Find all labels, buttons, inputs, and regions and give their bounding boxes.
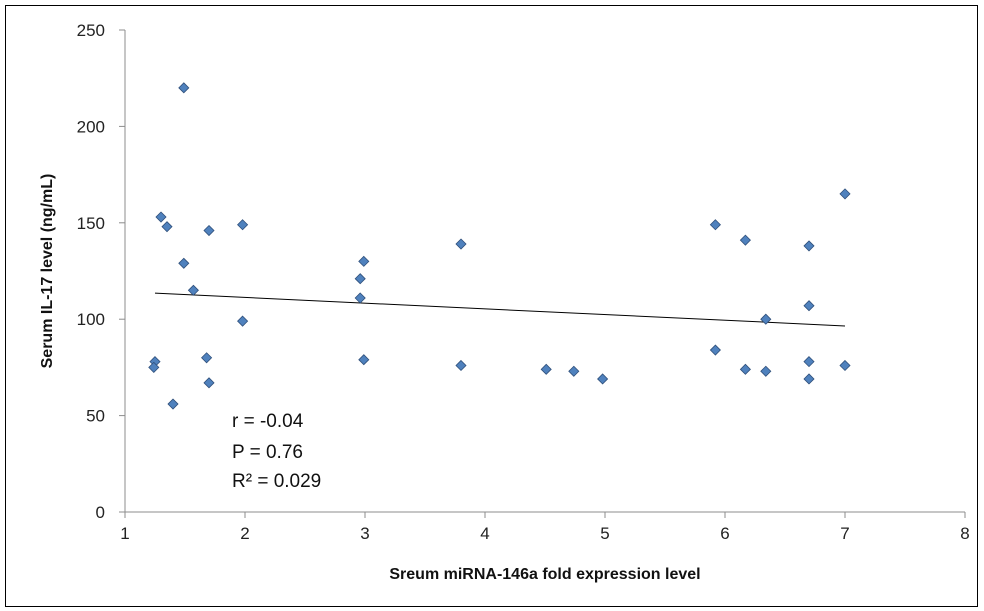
y-tick-label: 100 xyxy=(77,310,105,329)
data-point xyxy=(187,284,199,296)
data-point xyxy=(839,188,851,200)
data-points xyxy=(148,82,851,410)
x-ticks xyxy=(124,512,966,518)
data-point xyxy=(354,273,366,285)
data-point xyxy=(803,356,815,368)
data-point xyxy=(803,240,815,252)
data-point xyxy=(540,363,552,375)
annotation-r-squared: R² = 0.029 xyxy=(232,471,321,492)
data-point xyxy=(178,82,190,94)
trendline xyxy=(154,292,846,327)
x-tick-label: 8 xyxy=(960,524,969,543)
data-point xyxy=(178,257,190,269)
data-point xyxy=(148,361,160,373)
data-point xyxy=(568,365,580,377)
data-point xyxy=(709,219,721,231)
data-point xyxy=(358,354,370,366)
data-point xyxy=(597,373,609,385)
y-tick-label: 150 xyxy=(77,214,105,233)
data-point xyxy=(203,377,215,389)
data-point xyxy=(155,211,167,223)
x-tick-label: 1 xyxy=(120,524,129,543)
data-point xyxy=(201,352,213,364)
y-axis-title: Serum IL-17 level (ng/mL) xyxy=(39,174,56,369)
data-point xyxy=(161,221,173,233)
data-point xyxy=(358,255,370,267)
data-point xyxy=(203,224,215,237)
stats-annotations: r = -0.04 P = 0.76 R² = 0.029 xyxy=(232,411,321,492)
annotation-r: r = -0.04 xyxy=(232,411,304,432)
data-point xyxy=(237,219,249,231)
axes xyxy=(124,30,965,513)
y-tick-label: 250 xyxy=(77,21,105,40)
data-point xyxy=(455,238,467,250)
y-ticks xyxy=(119,29,125,513)
x-tick-label: 5 xyxy=(600,524,609,543)
x-tick-label: 4 xyxy=(480,524,489,543)
data-point xyxy=(803,300,815,312)
data-point xyxy=(167,398,179,410)
data-point xyxy=(237,315,249,327)
y-tick-label: 50 xyxy=(86,407,105,426)
data-point xyxy=(739,363,751,375)
annotation-p: P = 0.76 xyxy=(232,442,303,463)
data-point xyxy=(739,234,751,246)
x-tick-label: 3 xyxy=(360,524,369,543)
chart-frame xyxy=(5,5,978,607)
data-point xyxy=(803,373,815,385)
y-tick-label: 0 xyxy=(96,503,105,522)
x-tick-label: 6 xyxy=(720,524,729,543)
tick-labels: 1 2 3 4 5 6 7 8 0 50 100 150 200 250 xyxy=(77,21,970,543)
data-point xyxy=(760,365,772,377)
y-tick-label: 200 xyxy=(77,117,105,136)
x-tick-label: 7 xyxy=(840,524,849,543)
x-axis-title: Sreum miRNA-146a fold expression level xyxy=(389,566,700,583)
x-tick-label: 2 xyxy=(240,524,249,543)
trendline-group xyxy=(154,292,846,327)
data-point xyxy=(760,313,772,325)
data-point xyxy=(709,344,721,356)
data-point xyxy=(839,359,851,372)
data-point xyxy=(354,292,366,304)
data-point xyxy=(455,359,467,372)
